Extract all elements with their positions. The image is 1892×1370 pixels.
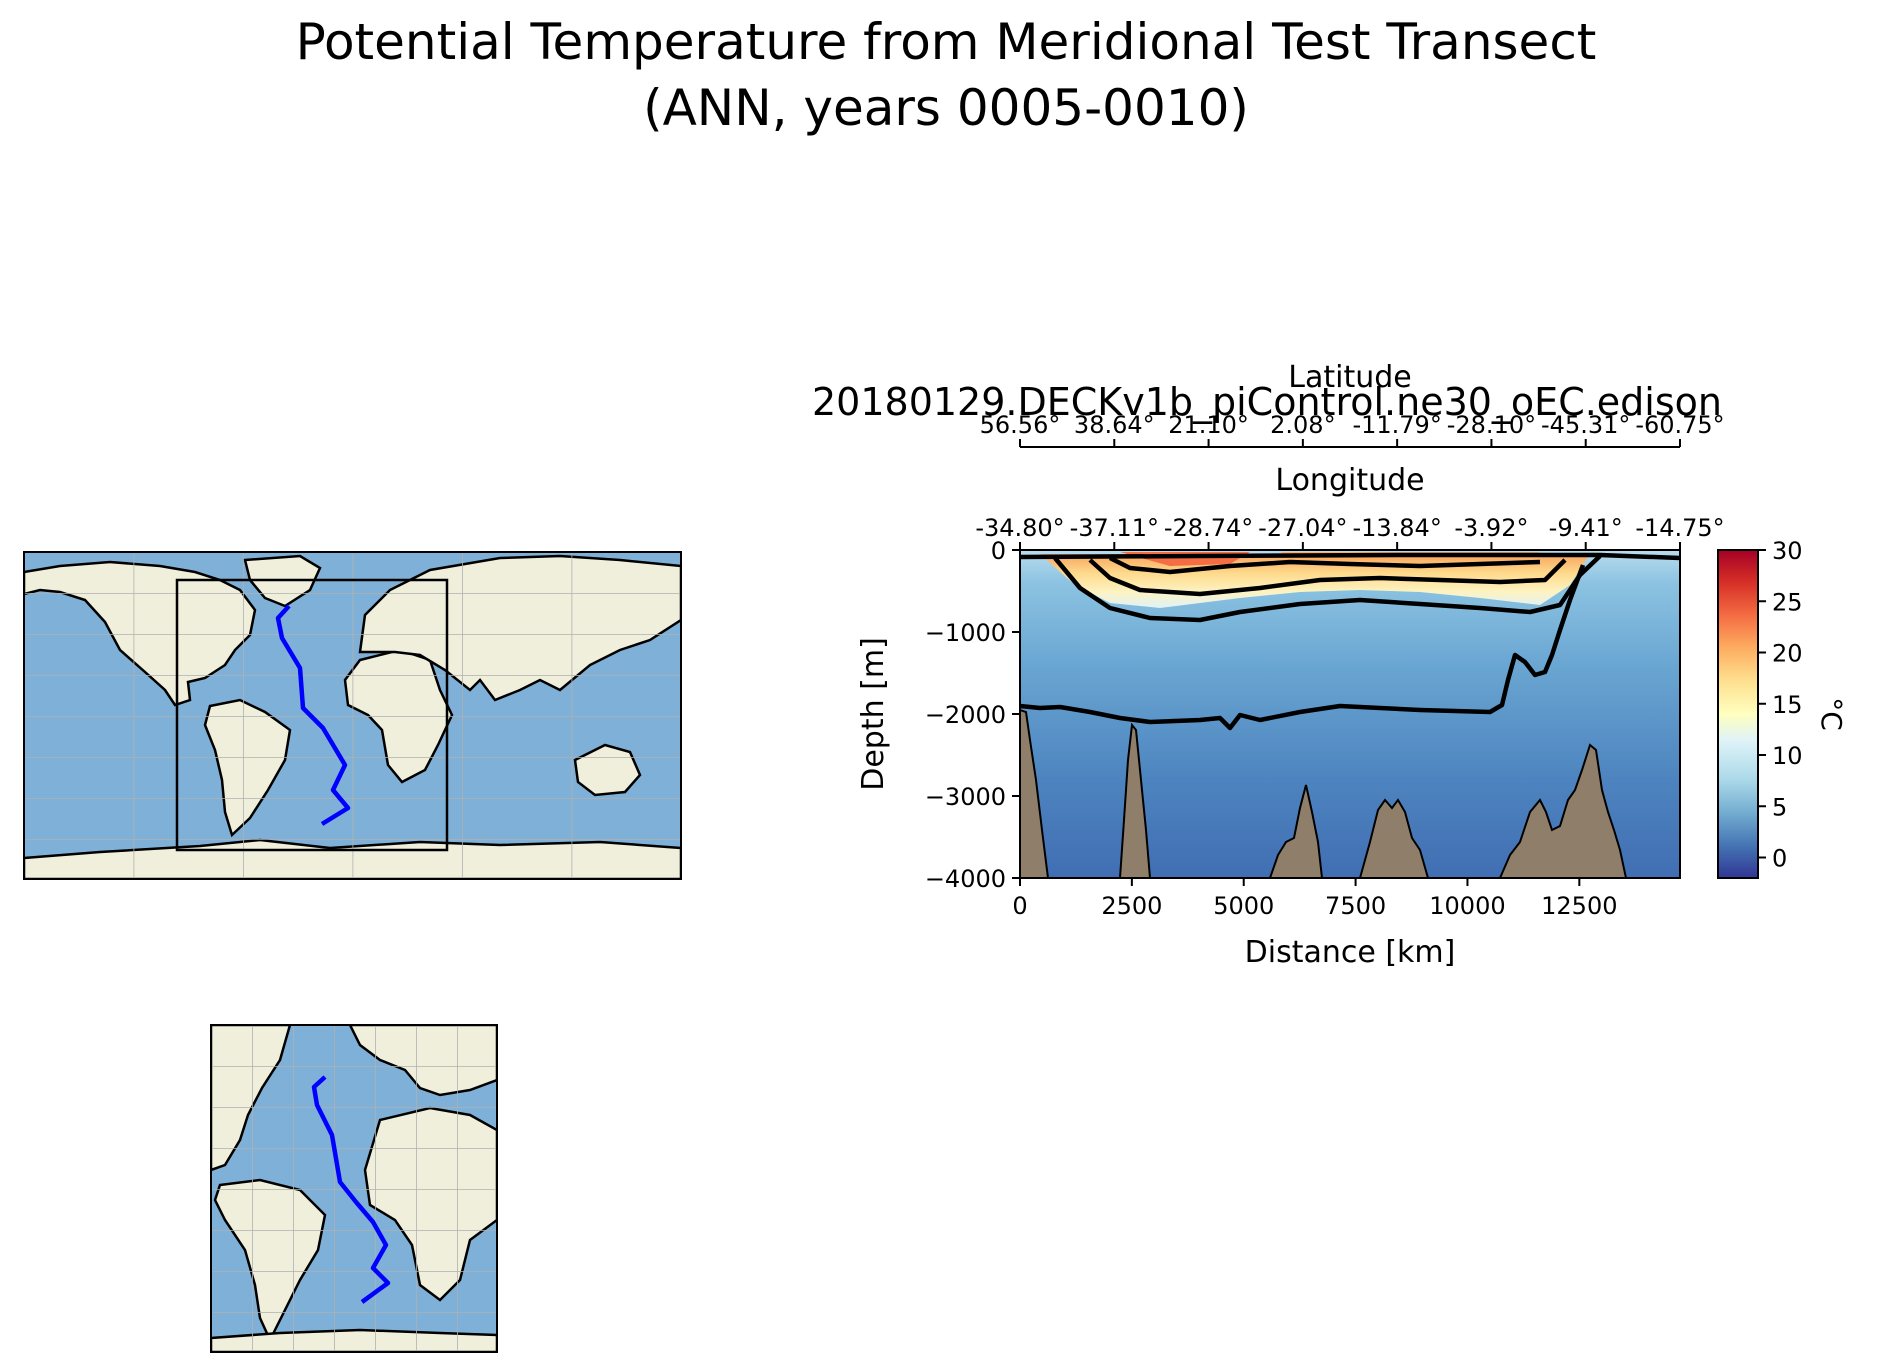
x-tick-label: 0: [1012, 892, 1027, 920]
x-tick-label: 7500: [1325, 892, 1386, 920]
bathymetry: [1020, 708, 1628, 878]
colorbar-ticks: 30 25 20 15 10 5 0: [1758, 537, 1803, 873]
global-transect-line: [275, 604, 351, 826]
contour-line: [1108, 555, 1541, 575]
top-tick-label: -9.41°: [1549, 514, 1623, 542]
regional-map: [211, 1025, 497, 1352]
x-tick-label: 5000: [1213, 892, 1274, 920]
colorbar-tick-label: 25: [1772, 588, 1803, 616]
regional-transect-line: [311, 1075, 391, 1304]
contour-line: [1053, 554, 1602, 623]
colorbar-tick-label: 15: [1772, 691, 1803, 719]
regional-map-frame: [210, 1024, 498, 1353]
top-tick-label: -14.75°: [1635, 514, 1724, 542]
colorbar: [1717, 549, 1759, 879]
y-tick-label: 0: [991, 537, 1006, 565]
top-tick-label: -11.79°: [1352, 411, 1441, 439]
colorbar-tick-label: 0: [1772, 845, 1787, 873]
x-axis: 0 2500 5000 7500 10000 12500: [1012, 878, 1618, 920]
top-tick-label: -45.31°: [1541, 411, 1630, 439]
top-tick-label: -28.74°: [1164, 514, 1253, 542]
run-name-title: 20180129.DECKv1b_piControl.ne30_oEC.edis…: [812, 380, 1722, 424]
x-tick-label: 12500: [1541, 892, 1617, 920]
y-tick-label: −1000: [925, 619, 1006, 647]
top-tick-label: -13.84°: [1352, 514, 1441, 542]
contours: [1020, 552, 1680, 731]
section-plot: [1020, 550, 1680, 878]
x-axis-label: Distance [km]: [1245, 935, 1456, 970]
y-tick-label: −2000: [925, 701, 1006, 729]
latitude-axis-label: Latitude: [1288, 360, 1411, 395]
global-map-grid: [24, 552, 681, 879]
colorbar-label: °C: [1815, 697, 1848, 731]
y-axis: 0 −1000 −2000 −3000 −4000: [925, 537, 1020, 893]
top-tick-label: -34.80°: [975, 514, 1064, 542]
top-tick-label: -37.11°: [1070, 514, 1159, 542]
contour-line: [1020, 552, 1680, 561]
region-box: [175, 578, 449, 852]
y-axis-label: Depth [m]: [856, 637, 891, 791]
global-map-frame: [23, 551, 682, 880]
longitude-axis-label: Longitude: [1275, 463, 1424, 498]
y-tick-label: −4000: [925, 865, 1006, 893]
x-tick-label: 10000: [1429, 892, 1505, 920]
top-tick-label: 56.56°: [980, 411, 1061, 439]
top-tick-label: 2.08°: [1270, 411, 1335, 439]
colorbar-tick-label: 30: [1772, 537, 1803, 565]
colorbar-tick-label: 20: [1772, 640, 1803, 668]
top-tick-label: -3.92°: [1454, 514, 1528, 542]
global-map: [24, 552, 681, 879]
top-tick-label: 21.10°: [1168, 411, 1249, 439]
x-tick-label: 2500: [1101, 892, 1162, 920]
top-tick-label: -28.10°: [1447, 411, 1536, 439]
contour-line: [1020, 564, 1586, 731]
figure-title-line2: (ANN, years 0005-0010): [643, 79, 1249, 137]
top-tick-label: -27.04°: [1258, 514, 1347, 542]
latitude-axis: 56.56° 38.64° 21.10° 2.08° -11.79° -28.10° -45…: [980, 411, 1725, 448]
y-tick-label: −3000: [925, 783, 1006, 811]
colorbar-tick-label: 10: [1772, 742, 1803, 770]
longitude-axis: -34.80° -37.11° -28.74° -27.04° -13.84° -3.92…: [975, 514, 1725, 551]
regional-map-grid: [211, 1025, 497, 1352]
colorbar-tick-label: 5: [1772, 793, 1787, 821]
contour-line: [1088, 558, 1567, 597]
top-tick-label: 38.64°: [1074, 411, 1155, 439]
figure-title-line1: Potential Temperature from Meridional Te…: [295, 13, 1597, 71]
top-tick-label: -60.75°: [1635, 411, 1724, 439]
